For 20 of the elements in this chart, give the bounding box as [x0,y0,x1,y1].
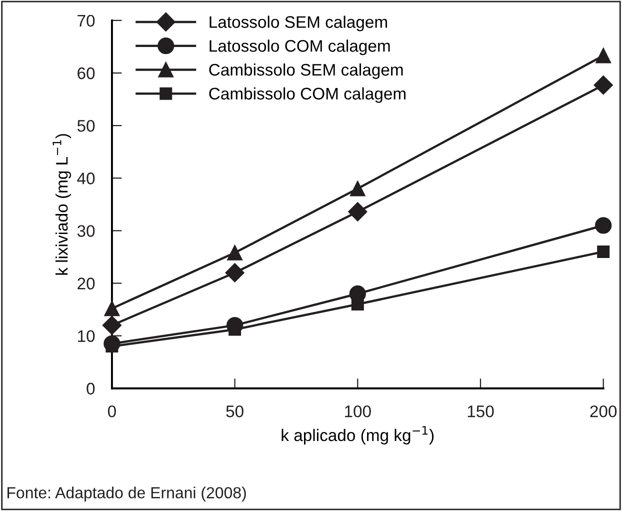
legend-label: Latossolo SEM calagem [210,16,387,32]
y-tick-label: 0 [86,382,95,395]
x-tick-label: 50 [226,405,244,418]
legend-label: Latossolo COM calagem [210,40,390,56]
y-tick-label: 70 [78,14,95,27]
y-tick-label: 60 [78,67,95,80]
legend-label: Cambissolo COM calagem [209,87,406,103]
y-tick-label: 40 [77,172,95,184]
x-axis-title: k aplicado (mg kg$^{−1}$) [282,426,434,444]
legend-label: Cambissolo SEM calagem [209,63,403,79]
x-tick-label: 150 [468,405,494,418]
y-tick-label: 20 [78,278,95,290]
y-axis-title: k lixiviado (mg L$^{−1}$) [52,134,72,275]
x-tick-label: 0 [108,405,116,418]
y-tick-label: 30 [77,225,95,237]
y-tick-label: 50 [77,120,95,132]
source-note: Fonte: Adaptado de Ernani (2008) [8,486,246,502]
y-tick-label: 10 [78,330,95,342]
x-tick-label: 100 [345,405,371,418]
x-tick-label: 200 [590,405,617,418]
